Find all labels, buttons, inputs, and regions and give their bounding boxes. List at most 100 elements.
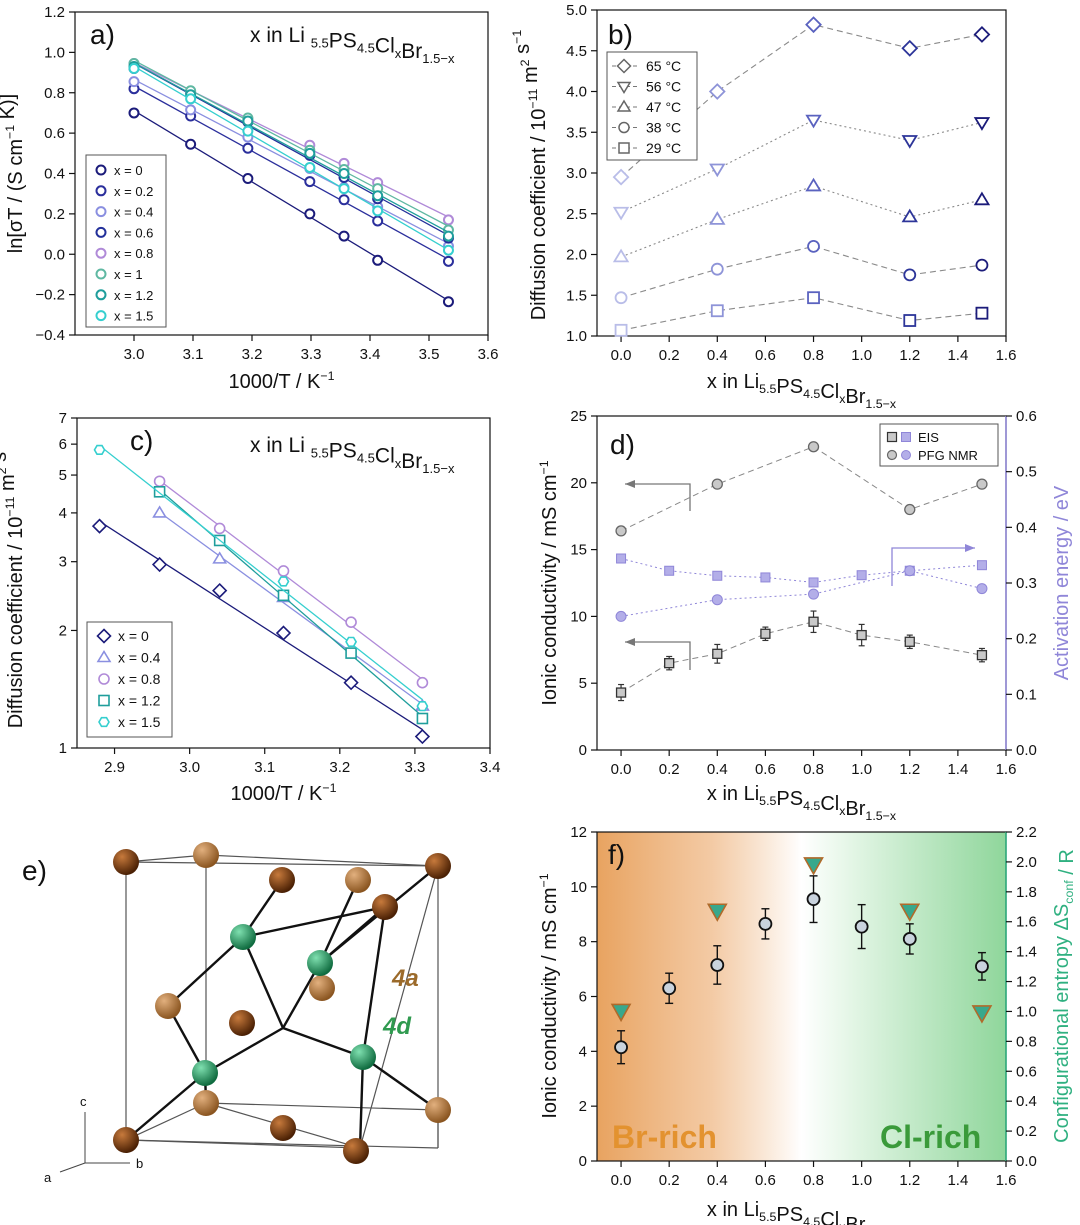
data-point-d xyxy=(856,570,867,581)
label-part: Cl xyxy=(820,793,839,815)
label-part: R xyxy=(1056,849,1078,863)
label-part: 1000/T / K xyxy=(228,371,321,393)
data-point-b xyxy=(614,291,628,305)
y-axis-title-right-f: Configurational entropy ΔSconf / R xyxy=(1051,849,1078,1143)
y-tick-label: 0 xyxy=(579,742,587,759)
x-tick-label: 1.2 xyxy=(899,1172,920,1189)
region-label-br: Br-rich xyxy=(612,1119,717,1155)
data-point-b-shape xyxy=(708,83,726,100)
data-point-f xyxy=(710,958,725,972)
legend-marker-c xyxy=(96,649,112,663)
data-point-b xyxy=(612,168,630,186)
label-part: Br xyxy=(845,386,865,408)
panel-label-e: e) xyxy=(22,855,47,886)
bond xyxy=(242,905,386,939)
x-tick-label: 3.5 xyxy=(419,346,440,363)
data-point-a-shape xyxy=(442,230,454,242)
data-point-a-shape xyxy=(442,255,454,267)
data-point-d-shape xyxy=(904,503,916,516)
label-part: 1.5−x xyxy=(865,809,896,823)
y-axis-title-c: Diffusion coefficient / 10−11 m2 s−1 xyxy=(0,438,27,729)
cell-edge xyxy=(125,1139,361,1149)
y-tick-label: 5 xyxy=(59,467,67,484)
data-point-d-shape xyxy=(856,629,867,641)
data-point-b xyxy=(805,16,822,34)
atom-4a xyxy=(270,1115,296,1141)
legend-marker-c xyxy=(98,694,110,707)
y-tick-label-right: 0.1 xyxy=(1016,686,1037,703)
data-point-d xyxy=(615,525,627,537)
label-part: 2 xyxy=(518,59,532,66)
data-point-b-shape xyxy=(805,114,822,129)
legend-marker-d xyxy=(901,432,911,442)
label-part: PS xyxy=(776,376,803,398)
data-point-a-shape xyxy=(304,147,316,159)
legend-label-a: x = 1.2 xyxy=(114,288,153,303)
bond xyxy=(241,936,285,1029)
data-point-f-shape xyxy=(710,958,725,972)
site-label-4d: 4d xyxy=(382,1013,412,1040)
y-tick-label: 4.0 xyxy=(566,84,587,101)
data-point-b xyxy=(805,177,822,192)
data-point-b xyxy=(901,39,919,57)
y-tick-label: 6 xyxy=(59,436,67,453)
legend-box-d xyxy=(879,423,999,467)
data-point-d xyxy=(904,503,916,516)
region-label-cl: Cl-rich xyxy=(880,1119,981,1155)
label-part: PS xyxy=(329,439,357,462)
data-point-d xyxy=(904,636,915,647)
y-tick-label: 4 xyxy=(579,1043,587,1060)
y-tick-label: 5 xyxy=(579,675,587,692)
entropy-marker-f xyxy=(610,1003,632,1023)
data-point-c-shape xyxy=(277,576,290,587)
label-part: / xyxy=(1056,864,1078,881)
data-point-c xyxy=(343,675,359,691)
y-tick-label: 0.2 xyxy=(44,206,65,223)
data-point-b-shape xyxy=(710,262,724,276)
label-part: 4.5 xyxy=(803,799,820,813)
data-point-a xyxy=(128,63,140,75)
data-point-d-shape xyxy=(976,649,988,661)
data-point-b-shape xyxy=(903,314,917,327)
data-point-b-shape xyxy=(805,177,822,192)
data-point-c xyxy=(416,700,429,712)
data-point-a xyxy=(304,176,316,188)
series-line-b xyxy=(620,185,983,258)
x-tick-label: 1.6 xyxy=(996,347,1017,364)
label-part: Br xyxy=(401,450,422,473)
data-point-f xyxy=(806,892,821,907)
series-line-b xyxy=(620,297,982,331)
label-part: 5.5 xyxy=(759,1210,776,1224)
panel-label-c: c) xyxy=(130,425,153,456)
data-point-c-shape xyxy=(93,444,106,456)
legend-marker-c-shape xyxy=(96,649,112,663)
atom-4a-light xyxy=(345,867,371,893)
bond xyxy=(167,936,244,1007)
atom-4a xyxy=(269,867,295,893)
label-part: x in Li xyxy=(707,371,759,393)
label-part: −1 xyxy=(3,125,17,139)
entropy-marker-f xyxy=(706,903,728,922)
data-point-a-shape xyxy=(185,93,197,105)
data-point-d-shape xyxy=(904,636,915,647)
data-point-c xyxy=(416,712,429,725)
label-part: −1 xyxy=(510,30,524,44)
legend-marker-b xyxy=(618,121,630,134)
legend-marker-d-shape xyxy=(886,431,898,443)
label-part: 1.5−x xyxy=(422,461,455,476)
data-point-f xyxy=(902,932,917,946)
legend-marker-a-shape xyxy=(95,226,107,238)
y-tick-label-right: 0.4 xyxy=(1016,519,1037,536)
bond xyxy=(204,1026,284,1075)
panel-label-b: b) xyxy=(608,19,633,50)
y-tick-label: 0.6 xyxy=(44,125,65,142)
data-point-a-shape xyxy=(185,104,197,116)
fit-line-a xyxy=(133,59,449,227)
atom-4d xyxy=(192,1060,218,1086)
label-part: 4.5 xyxy=(803,1215,820,1225)
data-point-c xyxy=(153,486,166,498)
atom-4a xyxy=(229,1010,255,1036)
data-point-b-shape xyxy=(901,39,919,57)
legend-label-b: 65 °C xyxy=(646,58,681,74)
legend-label-a: x = 0.6 xyxy=(114,225,153,240)
